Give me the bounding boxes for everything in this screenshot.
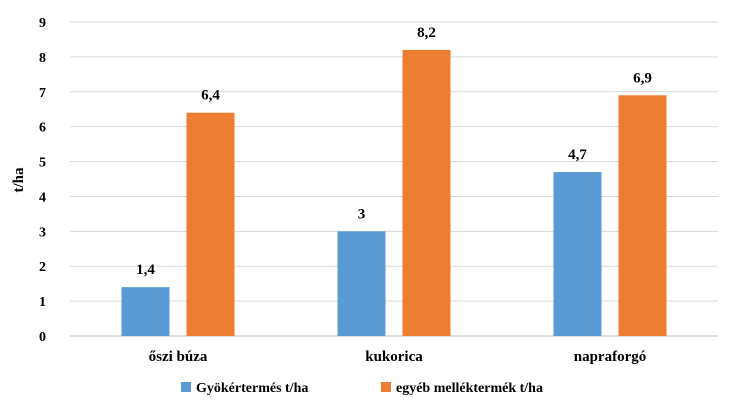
data-label: 4,7 bbox=[568, 147, 587, 163]
y-tick-label: 2 bbox=[39, 260, 46, 275]
y-tick-labels: 0 1 2 3 4 5 6 7 8 9 bbox=[39, 16, 46, 345]
y-tick-label: 7 bbox=[39, 86, 46, 101]
bar bbox=[186, 112, 235, 336]
bar bbox=[618, 95, 667, 337]
bar bbox=[337, 231, 386, 336]
data-label: 6,4 bbox=[201, 88, 220, 104]
y-axis-label: t/ha bbox=[11, 167, 27, 193]
data-label: 3 bbox=[358, 206, 366, 222]
legend-label: Gyökértermés t/ha bbox=[196, 381, 308, 396]
legend-swatch bbox=[181, 382, 191, 392]
y-tick-label: 1 bbox=[39, 295, 46, 310]
legend-swatch bbox=[381, 382, 391, 392]
legend: Gyökértermés t/ha egyéb melléktermék t/ha bbox=[181, 381, 543, 396]
x-tick-label: őszi búza bbox=[149, 349, 208, 365]
y-tick-label: 5 bbox=[39, 156, 46, 171]
bar bbox=[121, 287, 170, 336]
y-tick-label: 8 bbox=[39, 51, 46, 66]
bar bbox=[402, 49, 451, 337]
data-label: 8,2 bbox=[417, 25, 436, 41]
legend-label: egyéb melléktermék t/ha bbox=[396, 381, 543, 396]
data-label: 6,9 bbox=[633, 70, 652, 86]
y-tick-label: 6 bbox=[39, 121, 46, 136]
y-tick-label: 4 bbox=[39, 190, 46, 205]
gridlines bbox=[70, 21, 718, 337]
data-label: 1,4 bbox=[136, 262, 155, 278]
x-tick-labels: őszi búza kukorica napraforgó bbox=[149, 349, 647, 365]
bars bbox=[121, 49, 667, 337]
data-labels: 1,4 6,4 3 8,2 4,7 6,9 bbox=[136, 25, 652, 278]
x-tick-label: kukorica bbox=[365, 349, 423, 365]
y-tick-label: 0 bbox=[39, 330, 46, 345]
bar bbox=[553, 172, 602, 336]
x-tick-label: napraforgó bbox=[574, 349, 647, 365]
y-tick-label: 3 bbox=[39, 225, 46, 240]
y-tick-label: 9 bbox=[39, 16, 46, 31]
